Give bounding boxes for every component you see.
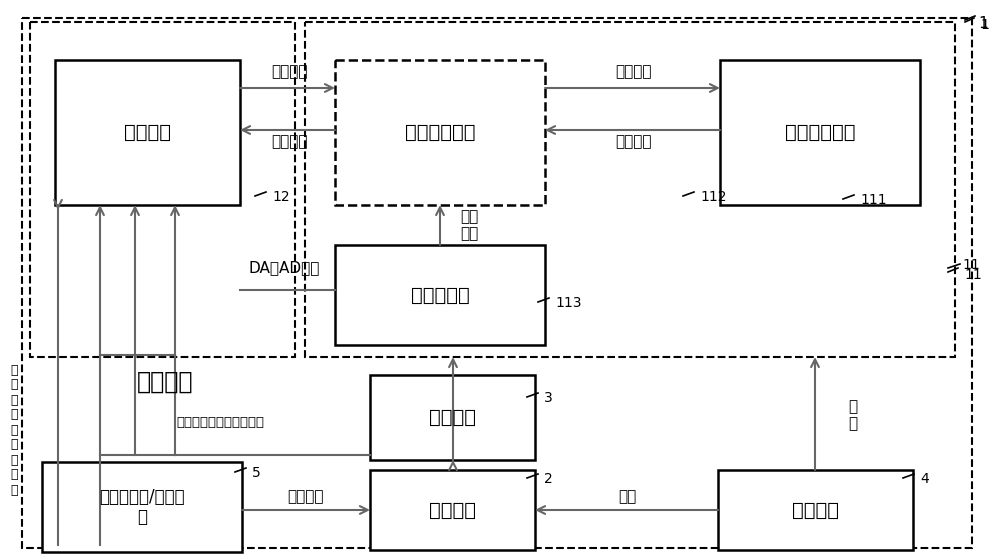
Text: 12: 12 (272, 190, 290, 204)
FancyBboxPatch shape (718, 470, 913, 550)
Text: 回波信号: 回波信号 (272, 135, 308, 149)
Text: 5: 5 (252, 466, 261, 480)
Text: 转速、角度（位置）信息: 转速、角度（位置）信息 (176, 415, 264, 429)
Text: 111: 111 (860, 193, 887, 207)
Text: DA、AD时钟: DA、AD时钟 (248, 260, 319, 276)
FancyBboxPatch shape (305, 22, 955, 357)
Text: 角度控制: 角度控制 (288, 490, 324, 505)
Text: 接收信号: 接收信号 (615, 135, 651, 149)
Text: 发射信号: 发射信号 (615, 64, 651, 79)
FancyBboxPatch shape (370, 375, 535, 460)
Text: 激励信号: 激励信号 (272, 64, 308, 79)
Text: 收发天线阵面: 收发天线阵面 (785, 123, 855, 142)
Text: 供
电: 供 电 (848, 399, 857, 431)
Text: 转接结构: 转接结构 (429, 408, 476, 427)
Text: 控制计算机/控制模
块: 控制计算机/控制模 块 (99, 487, 185, 527)
Text: 1: 1 (978, 16, 988, 31)
FancyBboxPatch shape (720, 60, 920, 205)
Text: 数字模块: 数字模块 (124, 123, 171, 142)
Text: 收发射频组件: 收发射频组件 (405, 123, 475, 142)
FancyBboxPatch shape (55, 60, 240, 205)
Text: 本振
信号: 本振 信号 (460, 209, 478, 241)
FancyBboxPatch shape (22, 18, 972, 548)
Text: 4: 4 (920, 472, 929, 486)
FancyBboxPatch shape (335, 60, 545, 205)
Text: 伺服转台: 伺服转台 (429, 500, 476, 519)
Text: 1: 1 (980, 18, 989, 32)
Text: 配电模块: 配电模块 (792, 500, 839, 519)
Text: 3: 3 (544, 391, 553, 405)
FancyBboxPatch shape (335, 245, 545, 345)
Text: 113: 113 (555, 296, 582, 310)
FancyBboxPatch shape (370, 470, 535, 550)
Text: 雷达主机: 雷达主机 (137, 370, 193, 394)
Text: 2: 2 (544, 472, 553, 486)
FancyBboxPatch shape (30, 22, 295, 357)
Text: 控
制
参
数
与
数
据
传
输: 控 制 参 数 与 数 据 传 输 (10, 363, 18, 496)
Text: 112: 112 (700, 190, 726, 204)
Text: 11: 11 (964, 268, 982, 282)
Text: 11: 11 (962, 258, 980, 272)
Text: 供电: 供电 (618, 490, 636, 505)
Text: 频率源模块: 频率源模块 (411, 286, 469, 305)
FancyBboxPatch shape (42, 462, 242, 552)
